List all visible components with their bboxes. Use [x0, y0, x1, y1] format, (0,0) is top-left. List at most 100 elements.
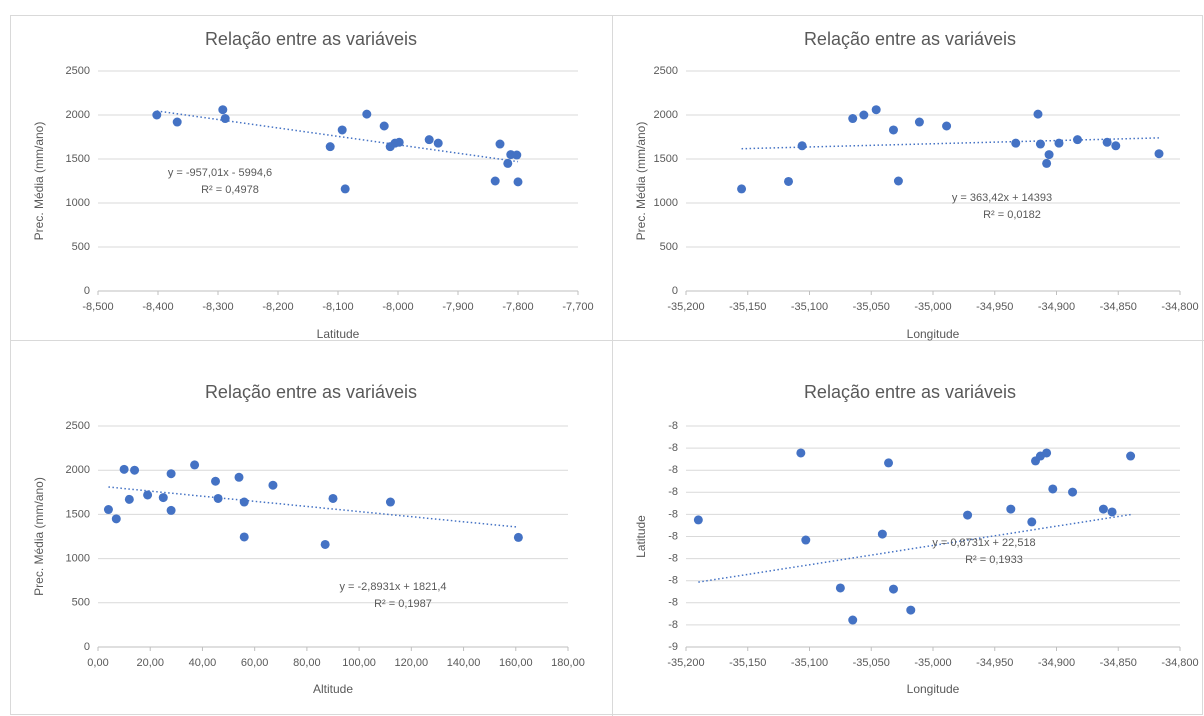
trendline: [156, 110, 519, 163]
y-tick-label: -8: [668, 486, 678, 498]
point: [503, 158, 513, 168]
point: [1006, 504, 1016, 514]
y-tick-label: 2500: [66, 420, 90, 432]
point: [1126, 451, 1136, 461]
y-tick-label: 1000: [66, 197, 90, 209]
y-tick-label: 500: [660, 241, 678, 253]
point: [172, 117, 182, 127]
trendline-r2: R² = 0,1933: [965, 554, 1023, 566]
y-tick-label: 0: [84, 641, 90, 653]
point: [320, 539, 330, 549]
y-tick-label: 2000: [66, 109, 90, 121]
x-tick-label: -35,050: [853, 657, 890, 669]
x-tick-label: 80,00: [293, 657, 321, 669]
point: [152, 110, 162, 120]
point: [1111, 141, 1121, 151]
trendline-equation: y = -2,8931x + 1821,4: [339, 581, 446, 593]
point: [234, 472, 244, 482]
x-tick-label: -7,700: [562, 301, 593, 313]
x-tick-label: -34,900: [1038, 657, 1075, 669]
point: [268, 480, 278, 490]
chart-title: Relação entre as variáveis: [804, 382, 1016, 402]
trendline: [698, 513, 1131, 583]
point: [211, 476, 220, 486]
point: [103, 505, 113, 515]
point: [1098, 504, 1108, 514]
x-tick-label: -7,800: [502, 301, 533, 313]
y-tick-label: -8: [668, 442, 678, 454]
x-tick-label: -34,950: [976, 301, 1013, 313]
y-tick-label: 1000: [654, 197, 678, 209]
point: [848, 615, 858, 625]
x-axis-title: Altitude: [313, 682, 353, 696]
trendline-r2: R² = 0,4978: [201, 184, 259, 196]
point: [166, 469, 176, 479]
point: [130, 465, 140, 475]
point: [433, 138, 443, 148]
point: [328, 493, 338, 503]
x-tick-label: 60,00: [241, 657, 269, 669]
point: [220, 114, 230, 124]
point: [848, 114, 858, 124]
x-tick-label: -7,900: [442, 301, 473, 313]
x-tick-label: -8,200: [262, 301, 293, 313]
point: [340, 184, 350, 194]
trendline-equation: y = 363,42x + 14393: [952, 192, 1052, 204]
y-tick-label: 0: [672, 285, 678, 297]
x-tick-label: -35,150: [729, 301, 766, 313]
x-axis-title: Longitude: [907, 682, 960, 696]
point: [239, 497, 249, 507]
point: [337, 125, 347, 135]
point: [1048, 484, 1058, 494]
point: [119, 464, 129, 474]
point: [385, 497, 395, 507]
y-tick-label: 2000: [654, 109, 678, 121]
x-tick-label: -8,300: [202, 301, 233, 313]
trendline-equation: y = -957,01x - 5994,6: [168, 167, 272, 179]
point: [166, 505, 176, 515]
point: [884, 458, 894, 468]
x-tick-label: -34,900: [1038, 301, 1075, 313]
x-tick-label: 140,00: [447, 657, 481, 669]
x-tick-label: -35,050: [853, 301, 890, 313]
point: [111, 514, 121, 524]
chart-title: Relação entre as variáveis: [205, 29, 417, 49]
point: [877, 529, 887, 539]
y-tick-label: -8: [668, 597, 678, 609]
x-tick-label: 120,00: [395, 657, 429, 669]
point: [362, 109, 372, 119]
x-tick-label: -34,800: [1161, 657, 1198, 669]
point: [796, 448, 806, 458]
y-tick-label: -8: [668, 508, 678, 520]
point: [1027, 517, 1037, 527]
x-tick-label: -35,100: [791, 301, 828, 313]
y-axis-title: Prec. Média (mm/ano): [32, 477, 46, 596]
y-tick-label: 0: [84, 285, 90, 297]
trendline: [108, 486, 519, 528]
x-axis-title: Longitude: [907, 327, 960, 341]
x-tick-label: 100,00: [342, 657, 376, 669]
point: [871, 105, 881, 115]
x-tick-label: -8,000: [382, 301, 413, 313]
point: [379, 121, 389, 131]
x-axis-title: Latitude: [317, 327, 360, 341]
point: [490, 176, 500, 186]
point: [158, 493, 168, 503]
point: [1102, 137, 1112, 147]
point: [737, 184, 747, 194]
x-tick-label: 40,00: [189, 657, 217, 669]
x-tick-label: 0,00: [87, 657, 108, 669]
x-tick-label: -35,000: [914, 301, 951, 313]
trendline: [741, 137, 1160, 150]
point: [1044, 150, 1054, 160]
point: [385, 142, 395, 152]
y-tick-label: 500: [72, 241, 90, 253]
y-tick-label: 500: [72, 597, 90, 609]
y-tick-label: 1500: [66, 153, 90, 165]
chart-title: Relação entre as variáveis: [804, 29, 1016, 49]
point: [513, 177, 523, 187]
point: [512, 150, 522, 160]
x-tick-label: -8,400: [142, 301, 173, 313]
point: [124, 494, 134, 504]
point: [143, 490, 153, 500]
